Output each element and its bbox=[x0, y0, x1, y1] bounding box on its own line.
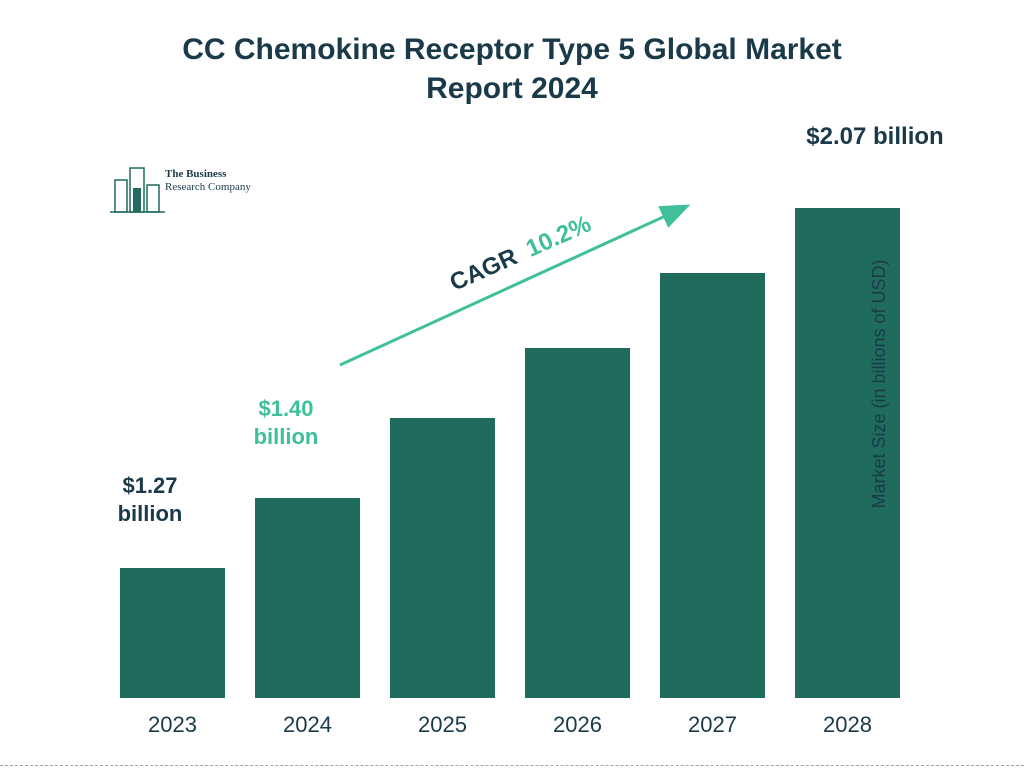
bar-wrap-2024 bbox=[240, 498, 375, 698]
bar-2023 bbox=[120, 568, 225, 698]
bar-2024 bbox=[255, 498, 360, 698]
callout-2023: $1.27 billion bbox=[100, 472, 200, 527]
callout-2024: $1.40 billion bbox=[236, 395, 336, 450]
y-axis-label: Market Size (in billions of USD) bbox=[869, 259, 890, 508]
chart-area bbox=[95, 168, 925, 698]
bar-2025 bbox=[390, 418, 495, 698]
bar-wrap-2027 bbox=[645, 273, 780, 698]
bar-wrap-2026 bbox=[510, 348, 645, 698]
bar-2027 bbox=[660, 273, 765, 698]
x-label-2026: 2026 bbox=[510, 712, 645, 738]
bar-wrap-2025 bbox=[375, 418, 510, 698]
x-label-2028: 2028 bbox=[780, 712, 915, 738]
bottom-divider bbox=[0, 765, 1024, 766]
x-label-2023: 2023 bbox=[105, 712, 240, 738]
bar-2026 bbox=[525, 348, 630, 698]
bars-container bbox=[95, 168, 925, 698]
bar-wrap-2023 bbox=[105, 568, 240, 698]
callout-2028: $2.07 billion bbox=[795, 122, 955, 152]
x-label-2025: 2025 bbox=[375, 712, 510, 738]
x-label-2024: 2024 bbox=[240, 712, 375, 738]
x-axis-labels: 2023 2024 2025 2026 2027 2028 bbox=[95, 712, 925, 738]
chart-title: CC Chemokine Receptor Type 5 Global Mark… bbox=[162, 30, 862, 108]
x-label-2027: 2027 bbox=[645, 712, 780, 738]
bar-wrap-2028 bbox=[780, 208, 915, 698]
